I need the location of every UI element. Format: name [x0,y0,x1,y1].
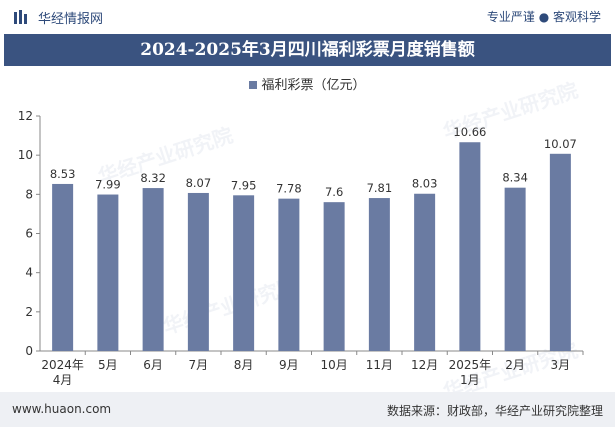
data-label: 10.66 [453,125,486,139]
data-label: 8.53 [50,167,76,181]
title-bar: 2024-2025年3月四川福利彩票月度销售额 [4,34,611,66]
data-label: 8.34 [502,171,528,185]
legend-swatch [249,80,258,89]
data-label: 7.95 [231,178,257,192]
data-label: 7.81 [367,181,393,195]
bar [459,142,481,351]
data-label: 10.07 [544,137,577,151]
x-tick-label: 12月 [411,358,438,372]
tagline: 专业严谨 ● 客观科学 [486,10,601,24]
bar [97,194,119,351]
data-label: 8.07 [186,176,212,190]
data-label: 8.03 [412,177,438,191]
bar [414,193,436,351]
x-tick-label: 8月 [234,358,254,372]
y-tick-label: 10 [18,148,33,162]
bar [323,202,345,351]
bar [278,198,300,351]
data-source: 数据来源：财政部，华经产业研究院整理 [386,404,603,418]
huajing-logo-icon [14,10,27,24]
bar [368,198,390,351]
x-tick-label-line: 10月 [320,358,347,372]
x-tick-label: 11月 [366,358,393,372]
data-label: 7.6 [325,185,343,199]
bar [549,153,571,351]
bar [142,188,164,351]
y-tick-label: 0 [25,344,33,358]
bar [233,195,255,351]
y-tick-label: 8 [25,187,33,201]
x-tick-label-line: 2025年 [449,358,492,372]
footer: www.huaon.com 数据来源：财政部，华经产业研究院整理 [0,392,615,427]
data-label: 8.32 [140,171,166,185]
site-url: www.huaon.com [12,402,112,416]
x-tick-label: 9月 [279,358,299,372]
data-label: 7.78 [276,182,302,196]
x-tick-label-line: 8月 [234,358,254,372]
x-tick-label-line: 9月 [279,358,299,372]
legend-label: 福利彩票（亿元） [261,78,366,93]
x-tick-label-line: 6月 [143,358,163,372]
x-tick-label-line: 3月 [551,358,571,372]
x-tick-label-line: 2月 [505,358,525,372]
chart-title: 2024-2025年3月四川福利彩票月度销售额 [140,40,475,60]
data-label: 7.99 [95,178,121,192]
x-tick-label: 5月 [98,358,118,372]
bar [187,192,209,351]
x-tick-label: 10月 [320,358,347,372]
x-tick-label-line: 4月 [53,373,73,387]
y-tick-label: 4 [25,266,33,280]
y-tick-label: 6 [25,227,33,241]
top-bar: 华经情报网 专业严谨 ● 客观科学 [0,0,615,34]
x-tick-label-line: 2024年 [41,358,84,372]
bar [504,187,526,351]
y-tick-label: 12 [18,109,33,123]
chart-legend: 福利彩票（亿元） [0,74,615,93]
y-tick-label: 2 [25,305,33,319]
x-tick-label-line: 12月 [411,358,438,372]
brand-name: 华经情报网 [38,12,104,27]
x-tick-label: 2025年 1月 [449,358,492,387]
x-tick-label-line: 5月 [98,358,118,372]
x-tick-label: 3月 [551,358,571,372]
bar [52,183,74,351]
x-tick-label-line: 7月 [189,358,209,372]
x-tick-label: 2月 [505,358,525,372]
x-tick-label: 6月 [143,358,163,372]
x-tick-label: 2024年 4月 [41,358,84,387]
x-tick-label-line: 1月 [460,373,480,387]
x-tick-label: 7月 [189,358,209,372]
x-tick-label-line: 11月 [366,358,393,372]
